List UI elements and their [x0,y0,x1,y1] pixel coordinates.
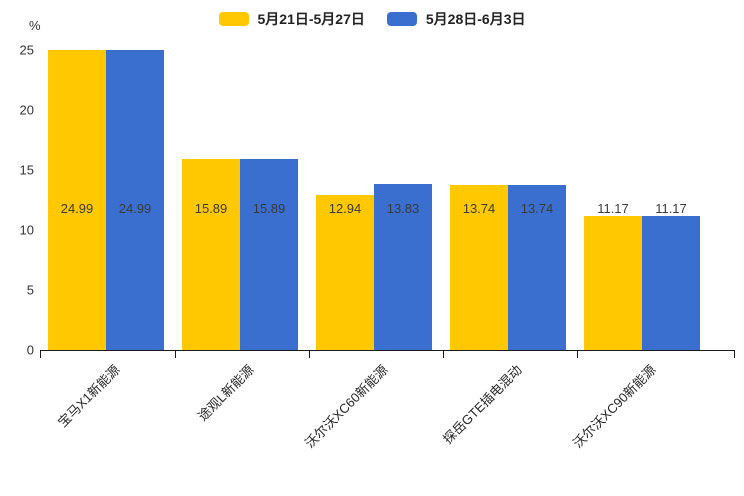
legend-label-series-b: 5月28日-6月3日 [425,11,526,27]
bar-value-series-b-cat-0: 24.99 [118,201,152,216]
x-label-cat-2: 沃尔沃XC60新能源 [301,362,391,451]
bar-series-b-cat-0[interactable]: 24.99 [106,50,164,350]
x-axis-tick-3 [443,351,444,358]
bar-series-a-cat-1[interactable]: 15.89 [182,159,240,350]
bar-value-series-a-cat-4: 11.17 [597,201,629,216]
x-label-cat-1: 途观L新能源 [195,362,257,424]
y-tick-20: 20 [19,102,34,118]
bar-series-a-cat-3[interactable]: 13.74 [450,185,508,350]
bar-series-a-cat-2[interactable]: 12.94 [316,194,374,350]
bar-series-a-cat-4[interactable]: 11.17 [584,201,642,350]
x-axis-tick-2 [309,351,310,358]
x-axis-tick-end [734,351,735,358]
bar-series-b-cat-2[interactable]: 13.83 [374,184,432,350]
bar-series-b-cat-1[interactable]: 15.89 [240,159,298,350]
bar-value-series-a-cat-1: 15.89 [194,201,228,216]
x-axis-tick-1 [175,351,176,358]
bar-value-series-a-cat-2: 12.94 [328,201,362,216]
legend-swatch-series-b [386,12,417,26]
y-axis-tick-labels: 25 20 15 10 5 0 [0,0,34,496]
y-tick-15: 15 [19,162,34,178]
x-label-cat-3: 探岳GTE插电混动 [440,362,525,447]
x-label-cat-0: 宝马X1新能源 [54,362,123,430]
y-tick-25: 25 [19,42,34,58]
y-axis-unit-label: % [29,18,41,33]
x-label-cat-4: 沃尔沃XC90新能源 [569,362,659,451]
chart-legend: 5月21日-5月27日 5月28日-6月3日 [0,9,744,29]
plot-area: 24.99 24.99 15.89 15.89 12.94 13.83 13.7… [40,50,735,350]
bar-value-series-a-cat-0: 24.99 [60,201,94,216]
legend-item-series-b[interactable]: 5月28日-6月3日 [386,9,526,29]
bar-value-series-b-cat-4: 11.17 [655,201,687,216]
bar-value-series-b-cat-2: 13.83 [386,201,420,216]
x-axis-tick-4 [577,351,578,358]
legend-label-series-a: 5月21日-5月27日 [257,11,365,27]
x-axis-tick-start [40,351,41,358]
bar-series-a-cat-0[interactable]: 24.99 [48,50,106,350]
bar-series-b-cat-4[interactable]: 11.17 [642,201,700,350]
bar-value-series-b-cat-1: 15.89 [252,201,286,216]
y-tick-5: 5 [26,282,34,298]
y-tick-0: 0 [26,342,34,358]
y-tick-10: 10 [19,222,34,238]
x-axis-line [40,350,735,351]
legend-item-series-a[interactable]: 5月21日-5月27日 [218,9,365,29]
bar-value-series-a-cat-3: 13.74 [462,201,496,216]
bar-value-series-b-cat-3: 13.74 [520,201,554,216]
legend-swatch-series-a [218,12,249,26]
bar-series-b-cat-3[interactable]: 13.74 [508,185,566,350]
